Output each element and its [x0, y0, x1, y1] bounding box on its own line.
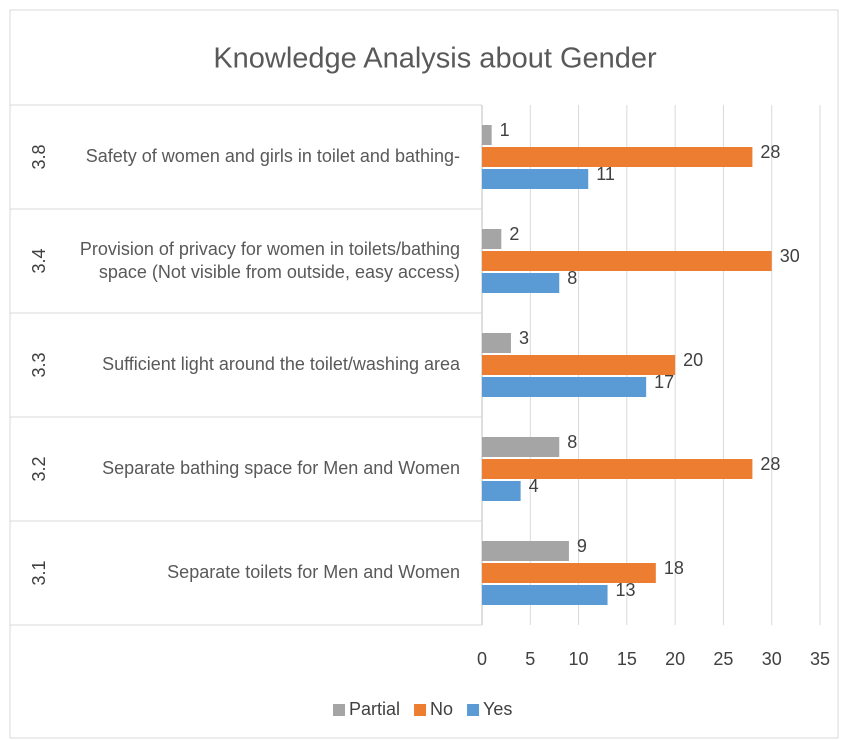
data-label: 20: [683, 350, 703, 370]
legend-swatch: [414, 704, 427, 716]
data-label: 2: [509, 224, 519, 244]
group-label: 3.8: [29, 144, 49, 169]
bar: [482, 541, 569, 561]
legend-swatch: [333, 704, 345, 716]
bar: [482, 147, 753, 167]
bar: [482, 169, 589, 189]
bar: [482, 437, 560, 457]
chart-frame: [9, 9, 839, 739]
data-label: 28: [760, 142, 780, 162]
category-label: Separate toilets for Men and Women: [167, 562, 460, 583]
legend-label: Partial: [349, 699, 400, 719]
data-label: 11: [596, 164, 615, 184]
category-label: Separate bathing space for Men and Women: [102, 458, 460, 479]
category-label-box: Separate toilets for Men and Women: [167, 562, 460, 583]
bar: [482, 229, 502, 249]
data-label: 17: [654, 372, 674, 392]
data-label: 13: [616, 580, 636, 600]
x-tick-label: 30: [762, 649, 782, 669]
data-label: 8: [567, 432, 577, 452]
x-tick-label: 10: [569, 649, 589, 669]
category-label: Safety of women and girls in toilet and …: [85, 146, 460, 167]
data-label: 8: [567, 268, 577, 288]
x-tick-label: 15: [617, 649, 637, 669]
x-tick-label: 20: [665, 649, 685, 669]
x-tick-label: 35: [810, 649, 830, 669]
bar: [482, 125, 492, 145]
legend-label: No: [430, 699, 453, 719]
group-label: 3.1: [29, 560, 49, 585]
data-label: 18: [664, 558, 684, 578]
group-label: 3.3: [29, 352, 49, 377]
group-label: 3.2: [29, 456, 49, 481]
data-label: 4: [529, 476, 539, 496]
legend-swatch: [467, 704, 480, 716]
x-tick-label: 25: [713, 649, 733, 669]
category-label: Provision of privacy for women in toilet…: [79, 238, 460, 282]
category-label: Sufficient light around the toilet/washi…: [102, 354, 460, 375]
data-label: 1: [500, 120, 510, 140]
category-label-box: Separate bathing space for Men and Women: [102, 458, 460, 479]
bar: [482, 377, 647, 397]
legend-label: Yes: [483, 699, 512, 719]
bar: [482, 459, 753, 479]
group-label: 3.4: [29, 248, 49, 273]
bar: [482, 251, 772, 271]
bar: [482, 563, 656, 583]
x-tick-label: 0: [477, 649, 487, 669]
category-label-box: Sufficient light around the toilet/washi…: [102, 354, 460, 375]
bar: [482, 273, 560, 293]
data-label: 3: [519, 328, 529, 348]
chart-title: Knowledge Analysis about Gender: [213, 43, 657, 75]
category-label-box: Provision of privacy for women in toilet…: [79, 238, 460, 282]
data-label: 9: [577, 536, 587, 556]
bar: [482, 481, 521, 501]
bar: [482, 333, 511, 353]
bar: [482, 355, 676, 375]
data-label: 30: [780, 246, 800, 266]
data-label: 28: [760, 454, 780, 474]
x-tick-label: 5: [525, 649, 535, 669]
bar: [482, 585, 608, 605]
category-label-box: Safety of women and girls in toilet and …: [85, 146, 460, 167]
